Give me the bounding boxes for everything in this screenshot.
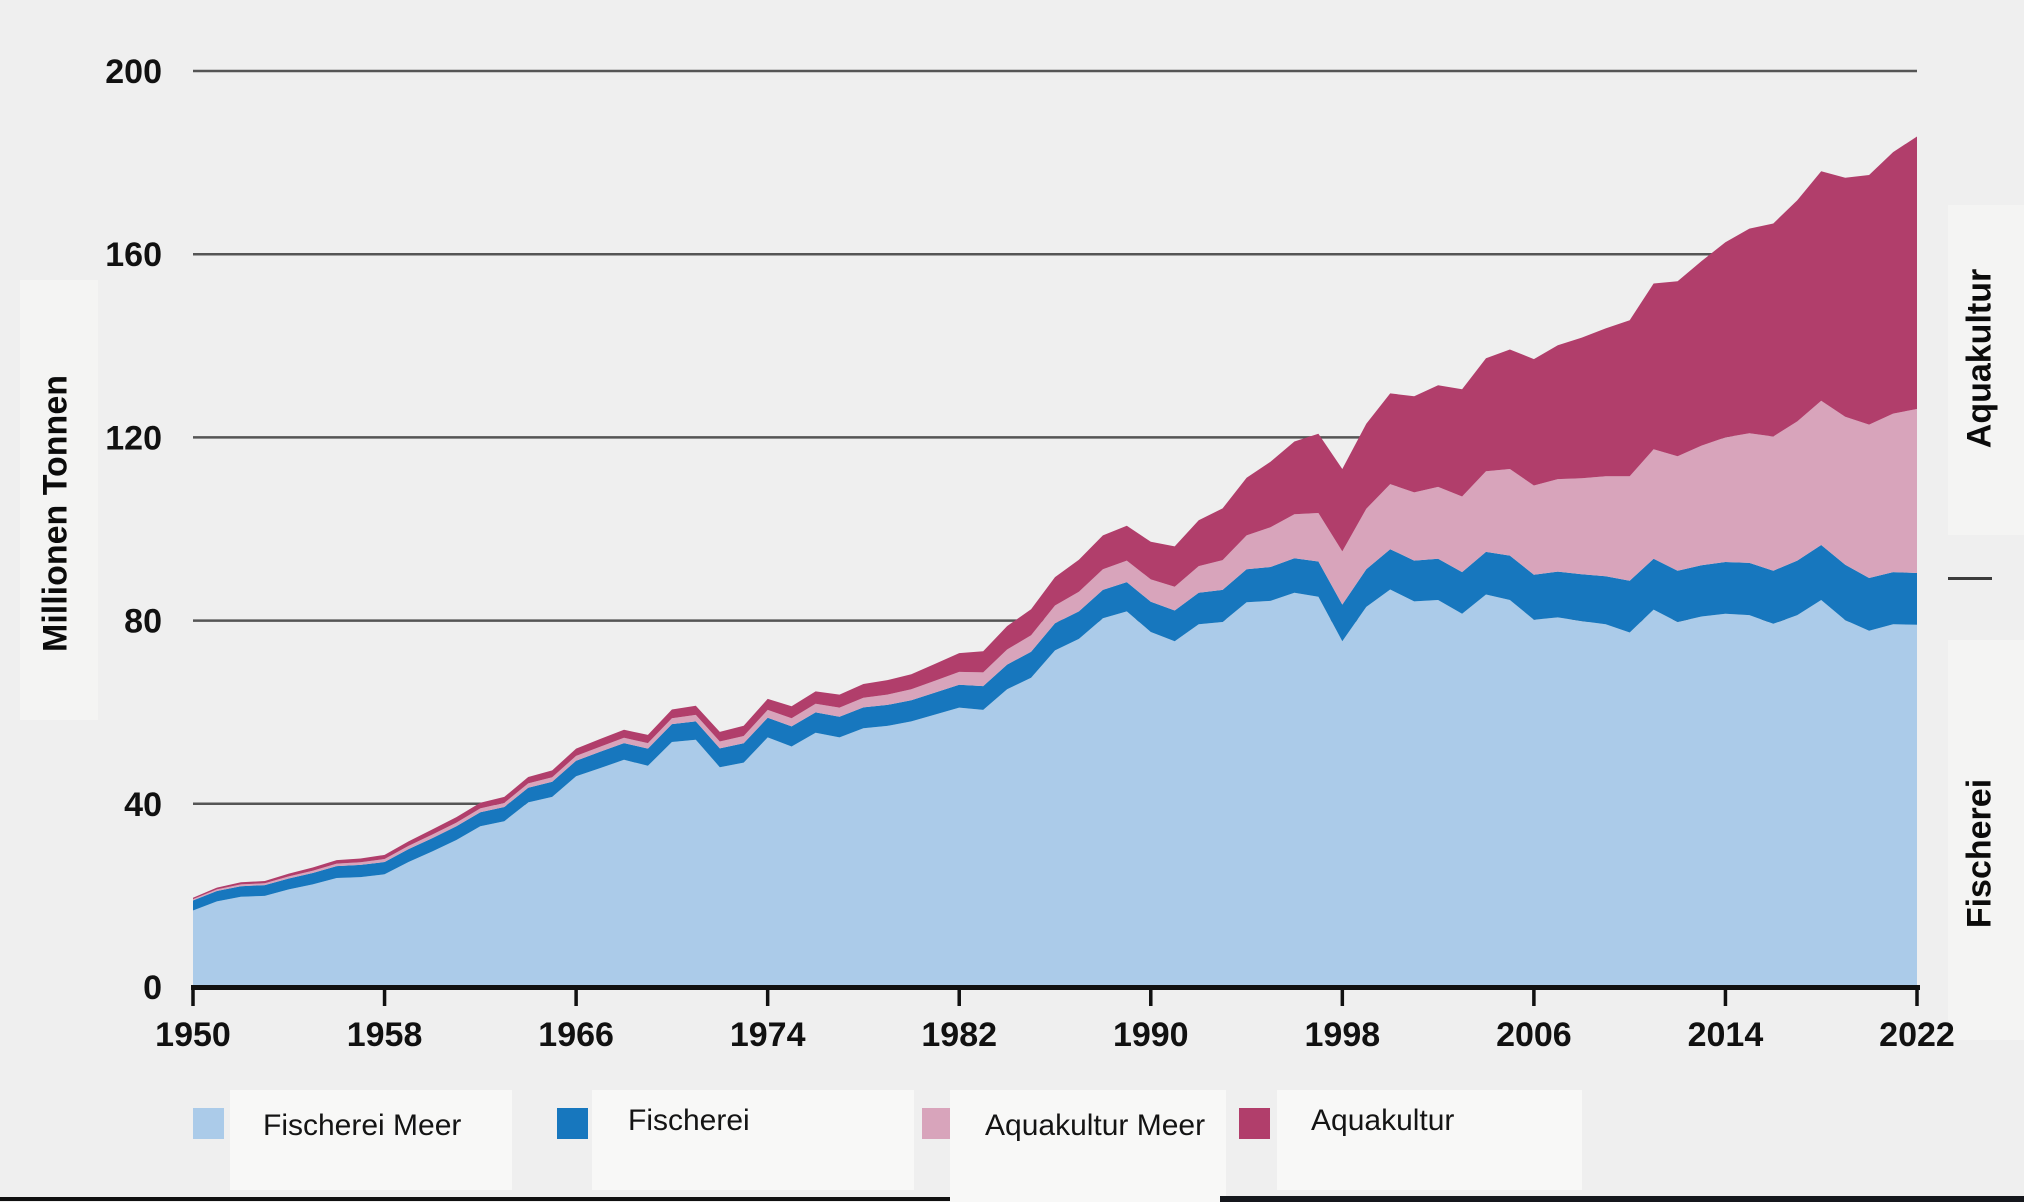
legend-box [592, 1090, 914, 1190]
x-tick-1974 [765, 990, 770, 1006]
x-tick-label: 2014 [1688, 1016, 1764, 1054]
bottom-rule-left [0, 1197, 950, 1201]
x-tick-label: 2006 [1496, 1016, 1572, 1054]
y-tick-label: 40 [124, 786, 162, 824]
area-fischerei-meer [193, 589, 1917, 987]
x-tick-2014 [1723, 990, 1728, 1006]
x-tick-2022 [1915, 990, 1919, 1006]
legend-swatch-aquakultur [1239, 1108, 1270, 1139]
x-tick-label: 2022 [1879, 1016, 1955, 1054]
y-axis-title: Millionen Tonnen [36, 375, 75, 652]
x-tick-label: 1998 [1305, 1016, 1381, 1054]
x-tick-1966 [574, 990, 578, 1006]
legend-box [950, 1090, 1226, 1202]
right-zone-label-fischerei: Fischerei [1960, 778, 1999, 929]
x-tick-1958 [382, 990, 387, 1006]
legend-label-aquakultur-meer: Aquakultur Meer [985, 1109, 1206, 1142]
zone-divider-dash [1948, 577, 1992, 580]
x-tick-1990 [1149, 990, 1153, 1006]
x-tick-label: 1990 [1113, 1016, 1189, 1054]
right-zone-label-aquakultur: Aquakultur [1960, 268, 1999, 449]
legend-label-fischerei-meer: Fischerei Meer [263, 1109, 462, 1142]
right-label-panel-fischerei [1948, 640, 2024, 1040]
legend-swatch-fischerei [557, 1108, 588, 1139]
right-label-panel-aquakultur [1948, 205, 2024, 535]
y-tick-label: 120 [105, 419, 162, 457]
x-tick-label: 1982 [921, 1016, 997, 1054]
legend-label-aquakultur: Aquakultur [1311, 1104, 1455, 1137]
x-tick-2006 [1532, 990, 1536, 1006]
legend-box [230, 1090, 512, 1190]
legend-swatch-fischerei-meer [193, 1108, 224, 1139]
legend-box [1277, 1090, 1582, 1190]
y-tick-label: 200 [105, 53, 162, 91]
legend-label-fischerei: Fischerei [628, 1104, 750, 1137]
bottom-rule-right [1220, 1196, 2024, 1202]
x-axis-line [191, 985, 1920, 990]
x-tick-label: 1966 [538, 1016, 614, 1054]
left-label-panel [20, 280, 98, 720]
legend-swatch-aquakultur-meer [922, 1108, 953, 1139]
x-tick-label: 1950 [155, 1016, 231, 1054]
x-tick-label: 1958 [347, 1016, 423, 1054]
x-tick-1982 [957, 990, 961, 1006]
x-tick-label: 1974 [730, 1016, 806, 1054]
area-aquakultur-meer [193, 400, 1917, 901]
area-fischerei [193, 545, 1917, 911]
x-tick-1950 [191, 990, 195, 1006]
y-tick-label: 0 [143, 969, 162, 1007]
y-tick-label: 80 [124, 603, 162, 641]
y-tick-label: 160 [105, 236, 162, 274]
x-tick-1998 [1340, 990, 1345, 1006]
